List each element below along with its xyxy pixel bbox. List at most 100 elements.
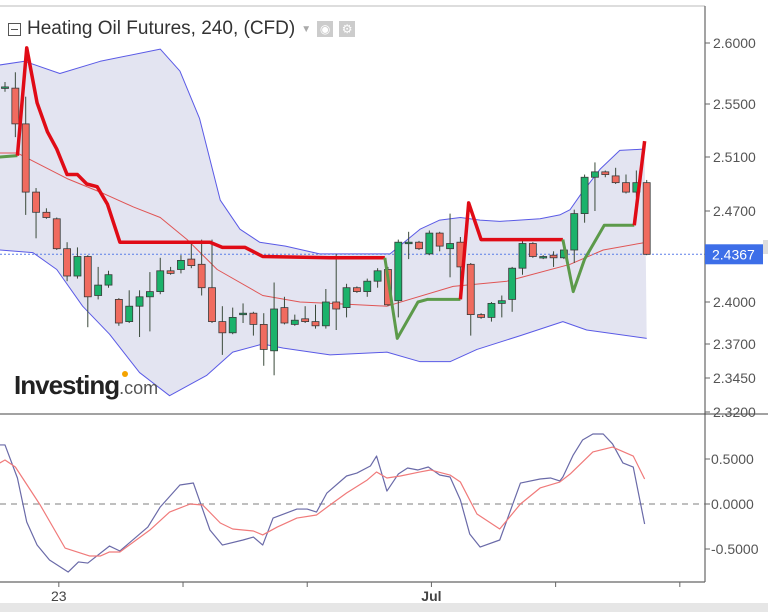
candle-down bbox=[114, 298, 123, 324]
candle-up bbox=[373, 270, 382, 282]
candle-down bbox=[166, 270, 175, 274]
candle-down bbox=[52, 218, 61, 250]
chart-legend: Heating Oil Futures, 240, (CFD) ▼ ◉ ⚙ bbox=[8, 18, 360, 40]
dropdown-caret-icon[interactable]: ▼ bbox=[301, 23, 312, 35]
candle-up bbox=[177, 259, 185, 270]
oscillator-signal-line bbox=[0, 446, 646, 557]
trend-line-down bbox=[632, 140, 647, 226]
candle-down bbox=[249, 312, 258, 325]
candle-down bbox=[477, 314, 486, 318]
eye-icon[interactable]: ◉ bbox=[317, 21, 334, 37]
y-tick-label: 2.5100 bbox=[713, 149, 756, 165]
axes: 2.6000 2.5500 2.5100 2.4700 2.4000 2.3700 2.34… bbox=[0, 5, 768, 604]
trend-line-up bbox=[383, 257, 461, 340]
y-tick-label: 2.6000 bbox=[713, 35, 756, 51]
candle-up bbox=[570, 213, 579, 251]
candle-down bbox=[352, 287, 361, 293]
candle-down bbox=[466, 263, 475, 315]
y-tick-label: 2.3700 bbox=[713, 336, 756, 352]
candle-down bbox=[549, 254, 558, 259]
trend-line-up bbox=[561, 223, 635, 294]
candle-up bbox=[270, 308, 279, 352]
candle-down bbox=[311, 321, 320, 327]
candle-up bbox=[239, 312, 247, 316]
candle-up bbox=[135, 296, 144, 307]
candle-up bbox=[363, 280, 372, 293]
candle-up bbox=[145, 291, 154, 298]
candle-down bbox=[280, 307, 289, 324]
trend-line-down bbox=[15, 46, 385, 260]
candle-up bbox=[228, 316, 237, 334]
candle-down bbox=[197, 263, 206, 289]
candle-down bbox=[42, 211, 51, 218]
y-tick-label: 2.3450 bbox=[713, 370, 756, 386]
bollinger-upper bbox=[0, 48, 645, 255]
candle-down bbox=[528, 243, 537, 257]
candle-down bbox=[642, 182, 651, 255]
pane-resize-handle[interactable] bbox=[763, 240, 768, 254]
bollinger-basis bbox=[0, 152, 647, 307]
candle-up bbox=[125, 305, 134, 323]
candle-up bbox=[290, 319, 299, 325]
trend-line-down bbox=[458, 201, 563, 300]
candle-down bbox=[187, 258, 196, 267]
candle-down bbox=[218, 321, 227, 334]
candle-down bbox=[21, 123, 30, 193]
candle-down bbox=[63, 248, 71, 277]
footer-bar bbox=[0, 603, 768, 612]
y-tick-label: 2.4700 bbox=[713, 203, 756, 219]
price-plot bbox=[0, 46, 705, 397]
candle-up bbox=[342, 287, 351, 309]
price-pane[interactable] bbox=[0, 46, 705, 397]
candle-down bbox=[301, 318, 310, 322]
y-tick-label: 2.5500 bbox=[713, 96, 756, 112]
candle-up bbox=[518, 243, 527, 269]
candle-up bbox=[446, 243, 454, 250]
candle-down bbox=[83, 256, 92, 298]
y-tick-label: 2.3200 bbox=[713, 404, 756, 420]
candle-down bbox=[11, 87, 20, 125]
last-price-badge bbox=[705, 244, 763, 265]
candle-down bbox=[259, 323, 268, 350]
candle-up bbox=[73, 256, 82, 277]
oscillator-main-line bbox=[0, 433, 646, 573]
candle-up bbox=[497, 300, 506, 304]
oscillator-pane[interactable] bbox=[0, 433, 705, 573]
candle-up bbox=[425, 232, 434, 255]
candle-up bbox=[156, 270, 165, 292]
candle-up bbox=[104, 274, 113, 286]
candle-up bbox=[404, 241, 413, 245]
bollinger-fill bbox=[0, 49, 647, 396]
candle-down bbox=[332, 301, 341, 310]
candle-up bbox=[539, 256, 548, 259]
trend-line-up bbox=[0, 154, 18, 159]
osc-y-tick-label: -0.5000 bbox=[711, 541, 759, 557]
candle-up bbox=[580, 176, 589, 214]
candle-up bbox=[94, 284, 103, 296]
osc-plot bbox=[0, 433, 705, 573]
candle-down bbox=[601, 171, 610, 175]
osc-y-tick-label: 0.0000 bbox=[711, 496, 754, 512]
candle-up bbox=[487, 302, 496, 318]
candle-down bbox=[415, 241, 423, 250]
candle-up bbox=[591, 171, 599, 178]
x-tick-label: Jul bbox=[421, 588, 441, 604]
candle-up bbox=[1, 86, 9, 89]
candle-down bbox=[32, 191, 40, 213]
last-price-label: 2.4367 bbox=[712, 246, 755, 262]
candle-down bbox=[611, 175, 620, 184]
candle-up bbox=[394, 241, 403, 302]
investing-logo: Investing.com bbox=[14, 370, 159, 400]
y-tick-label: 2.4000 bbox=[713, 294, 756, 310]
gear-icon[interactable]: ⚙ bbox=[339, 21, 356, 37]
candle-down bbox=[208, 287, 216, 323]
osc-y-tick-label: 0.5000 bbox=[711, 451, 754, 467]
chart-title: Heating Oil Futures, 240, (CFD) bbox=[27, 18, 296, 39]
candle-up bbox=[508, 267, 517, 300]
candle-up bbox=[321, 301, 330, 327]
x-tick-label: 23 bbox=[51, 588, 67, 604]
candle-down bbox=[435, 232, 444, 247]
candle-down bbox=[622, 182, 630, 193]
collapse-icon[interactable] bbox=[8, 22, 21, 36]
